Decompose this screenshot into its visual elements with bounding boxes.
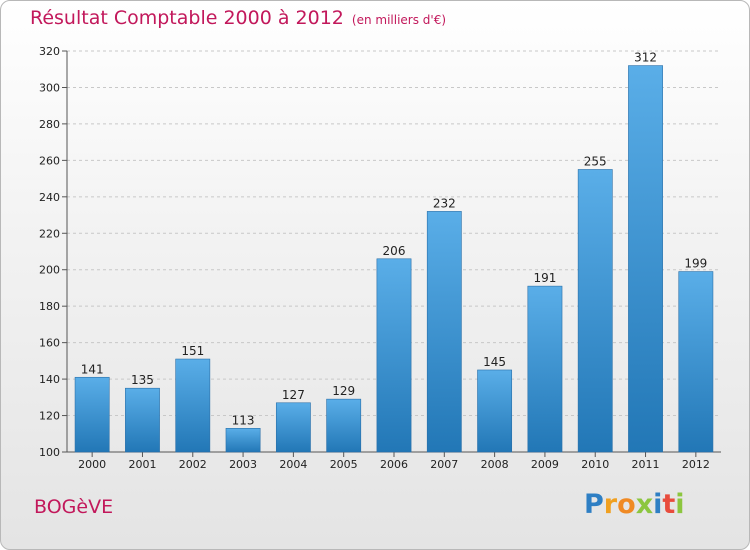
- chart-subtitle: (en milliers d'€): [351, 13, 447, 27]
- commune-name: BOGèVE: [34, 496, 114, 518]
- x-tick-label-2006: 2006: [380, 458, 408, 471]
- bar-2007: [426, 211, 462, 453]
- y-tick-label: 300: [39, 81, 60, 94]
- value-label-2003: 113: [232, 413, 255, 427]
- y-tick-label: 260: [39, 154, 60, 167]
- x-tick-label-2004: 2004: [279, 458, 307, 471]
- y-tick-label: 280: [39, 118, 60, 131]
- logo-letter: o: [617, 489, 636, 520]
- x-tick-label-2007: 2007: [430, 458, 458, 471]
- value-label-2010: 255: [584, 154, 607, 168]
- y-tick-label: 160: [39, 337, 60, 350]
- bar-2012: [678, 271, 714, 453]
- logo-letter: P: [584, 489, 604, 520]
- proxiti-logo[interactable]: Proxiti: [584, 489, 685, 520]
- bar-2001: [125, 387, 160, 453]
- bar-2005: [326, 398, 362, 453]
- y-tick-label: 320: [39, 45, 60, 58]
- x-tick-label-2009: 2009: [531, 458, 559, 471]
- x-tick-label-2011: 2011: [632, 458, 660, 471]
- chart-title-text: Résultat Comptable 2000 à 2012: [30, 7, 344, 29]
- value-label-2008: 145: [483, 355, 506, 369]
- bar-2000: [74, 376, 110, 453]
- logo-letter: t: [662, 489, 676, 520]
- bar-2003: [225, 428, 261, 453]
- bar-2004: [275, 402, 311, 453]
- value-label-2000: 141: [81, 362, 104, 376]
- x-tick-label-2000: 2000: [78, 458, 106, 471]
- logo-letter: r: [603, 489, 618, 520]
- value-labels: 141 135 151 113 127 129 206 232 145 191 255 312 199: [81, 51, 708, 428]
- y-tick-label: 220: [39, 227, 60, 240]
- x-tick-label-2012: 2012: [682, 458, 710, 471]
- bar-2010: [577, 169, 613, 453]
- value-label-2007: 232: [433, 196, 456, 210]
- logo-letter: x: [635, 489, 654, 520]
- value-label-2012: 199: [684, 257, 707, 271]
- bar-2002: [175, 358, 211, 453]
- bar-2009: [527, 285, 563, 453]
- y-tick-label: 120: [39, 410, 60, 423]
- chart-title: Résultat Comptable 2000 à 2012 (en millie…: [30, 7, 446, 29]
- value-label-2009: 191: [533, 271, 556, 285]
- value-label-2002: 151: [181, 344, 204, 358]
- value-label-2001: 135: [131, 373, 154, 387]
- bar-2008: [477, 369, 513, 453]
- bar-2011: [628, 65, 663, 453]
- value-label-2005: 129: [332, 384, 355, 398]
- logo-letter: i: [675, 489, 685, 520]
- x-tick-label-2010: 2010: [581, 458, 609, 471]
- x-tick-label-2001: 2001: [128, 458, 156, 471]
- value-label-2011: 312: [634, 51, 657, 65]
- bar-2006: [376, 258, 412, 453]
- value-label-2006: 206: [383, 244, 406, 258]
- logo-letter: i: [653, 489, 663, 520]
- bars: [74, 65, 714, 453]
- x-tick-label-2005: 2005: [330, 458, 358, 471]
- x-tick-label-2003: 2003: [229, 458, 257, 471]
- y-tick-label: 100: [39, 446, 60, 459]
- y-tick-label: 140: [39, 373, 60, 386]
- x-tick-label-2002: 2002: [179, 458, 207, 471]
- x-tick-label-2008: 2008: [481, 458, 509, 471]
- y-tick-label: 240: [39, 191, 60, 204]
- y-tick-label: 180: [39, 300, 60, 313]
- y-tick-label: 200: [39, 264, 60, 277]
- value-label-2004: 127: [282, 388, 305, 402]
